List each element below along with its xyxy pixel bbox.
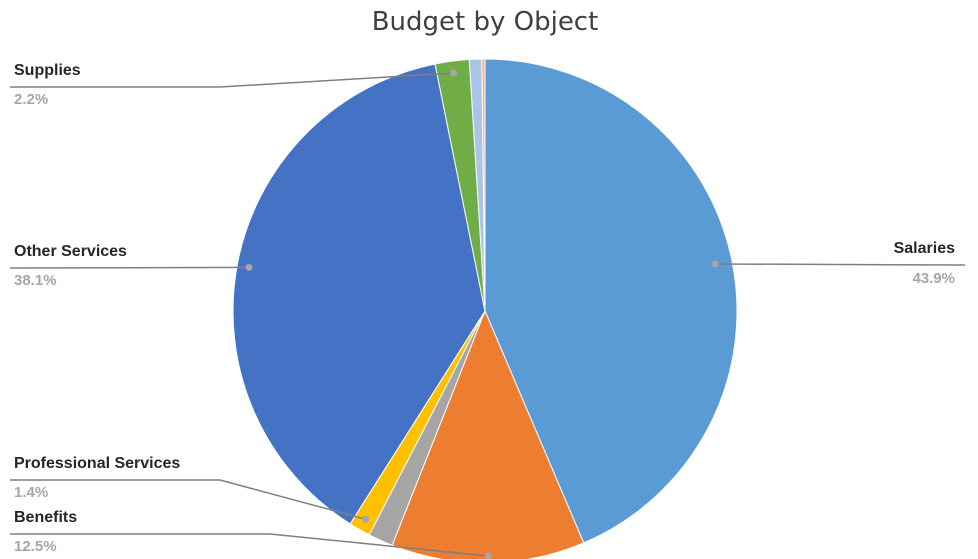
chart-title: Budget by Object [372, 7, 599, 37]
label-other-services-name: Other Services [14, 243, 127, 260]
leader-dot-other-services [245, 263, 253, 271]
label-supplies-name: Supplies [14, 62, 81, 79]
pie-slice-slice-7 [481, 58, 486, 312]
label-salaries-value: 43.9% [912, 270, 955, 287]
leader-dot-benefits [484, 552, 492, 559]
label-professional-services-name: Professional Services [14, 455, 180, 472]
leader-line-salaries [715, 263, 966, 266]
pie-slices [232, 58, 738, 559]
slice-labels: Salaries 43.9% Benefits 12.5% Profession… [14, 62, 955, 555]
pie-slice-other-services [232, 63, 486, 525]
label-salaries-name: Salaries [894, 240, 955, 257]
label-supplies-value: 2.2% [14, 91, 48, 108]
leader-lines [9, 69, 966, 559]
leader-line-benefits [10, 533, 489, 557]
label-other-services-value: 38.1% [14, 272, 57, 289]
label-benefits-value: 12.5% [14, 538, 57, 555]
leader-dot-salaries [711, 260, 719, 268]
label-benefits-name: Benefits [14, 509, 77, 526]
leader-line-professional-services [10, 479, 366, 520]
pie-slice-salaries [484, 58, 738, 544]
leader-dot-supplies [450, 69, 458, 77]
label-professional-services-value: 1.4% [14, 484, 48, 501]
pie-slice-benefits [391, 309, 585, 559]
leader-line-supplies [10, 72, 454, 88]
leader-dot-professional-services [362, 515, 370, 523]
leader-line-other-services [9, 266, 250, 269]
